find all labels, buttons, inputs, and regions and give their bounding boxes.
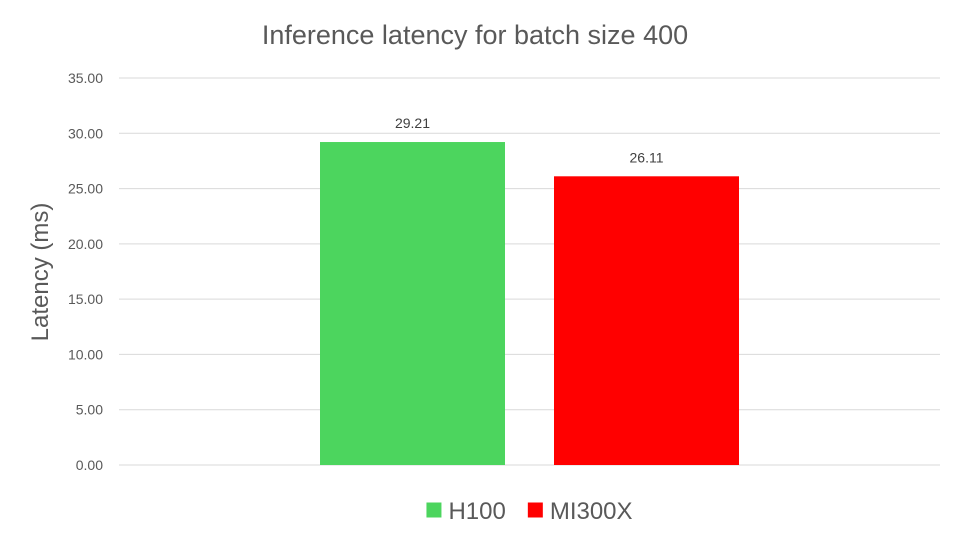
y-axis-label: Latency (ms) [27,203,54,342]
legend-swatch-h100 [426,502,442,518]
y-tick-label: 20.00 [68,236,103,252]
y-tick-label: 10.00 [68,346,103,362]
legend-label-mi300x: MI300X [550,498,633,525]
bar-h100 [320,142,505,465]
y-tick-label: 25.00 [68,181,103,197]
bar-mi300x [554,176,739,465]
y-tick-label: 15.00 [68,291,103,307]
y-axis-ticks: 0.00 5.00 10.00 15.00 20.00 25.00 30.00 35.00 [68,70,103,473]
data-label-h100: 29.21 [395,115,430,131]
chart-title: Inference latency for batch size 400 [262,20,688,50]
y-tick-label: 5.00 [76,402,103,418]
legend-swatch-mi300x [527,502,543,518]
y-tick-label: 30.00 [68,125,103,141]
y-tick-label: 0.00 [76,457,103,473]
bars [320,142,739,465]
legend: H100 MI300X [426,498,633,525]
gridlines [119,77,940,466]
y-tick-label: 35.00 [68,70,103,86]
data-label-mi300x: 26.11 [630,149,664,165]
data-labels: 29.21 26.11 [395,115,664,165]
legend-label-h100: H100 [448,498,505,525]
